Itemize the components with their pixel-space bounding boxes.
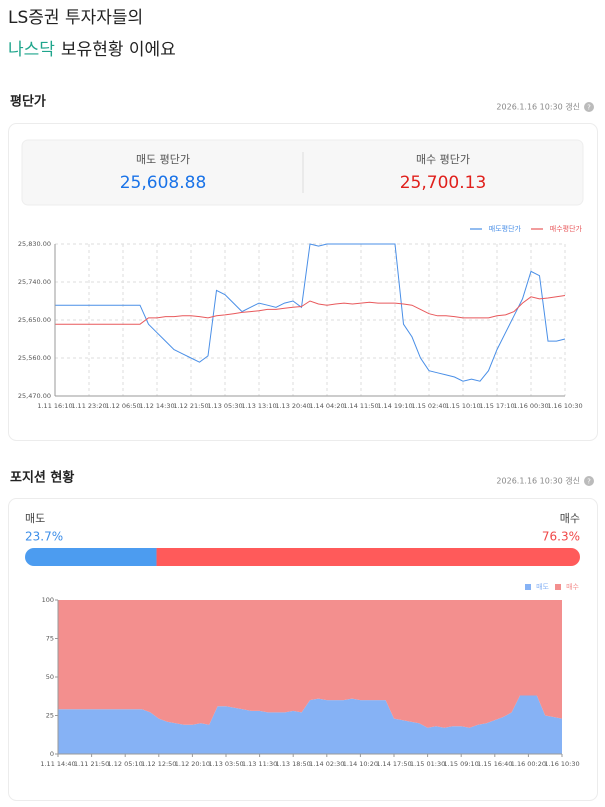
buy-avg-value: 25,700.13	[400, 173, 487, 193]
x-tick-label: 1.12 20:10	[175, 760, 210, 768]
x-tick-label: 1.11 21:50	[74, 760, 109, 768]
y-tick-label: 0	[50, 750, 54, 758]
y-tick-label: 50	[46, 673, 54, 681]
x-tick-label: 1.13 18:50	[276, 760, 311, 768]
x-tick-label: 1.16 00:20	[511, 760, 546, 768]
x-tick-label: 1.16 00:30	[513, 402, 548, 410]
x-tick-label: 1.16 10:30	[547, 402, 582, 410]
legend-label: 매수평단가	[550, 224, 583, 233]
x-tick-label: 1.11 23:20	[71, 402, 106, 410]
legend-marker	[555, 584, 561, 590]
y-tick-label: 25	[46, 712, 54, 720]
x-tick-label: 1.14 17:50	[376, 760, 411, 768]
updated-time: 2026.1.16 10:30 갱신	[496, 102, 580, 112]
buy-percent: 76.3%	[542, 530, 580, 544]
x-tick-label: 1.16 10:30	[544, 760, 579, 768]
series-line	[55, 243, 566, 382]
x-tick-label: 1.12 21:50	[173, 402, 208, 410]
subtitle-rest: 보유현황 이에요	[61, 40, 176, 60]
x-tick-label: 1.13 20:40	[275, 402, 310, 410]
x-tick-label: 1.13 05:30	[207, 402, 242, 410]
buy-bar	[156, 548, 580, 566]
y-tick-label: 100	[42, 596, 54, 604]
sell-percent: 23.7%	[25, 530, 63, 544]
sell-avg-value: 25,608.88	[120, 173, 207, 193]
y-tick-label: 25,560.00	[18, 354, 51, 362]
x-tick-label: 1.15 10:10	[445, 402, 480, 410]
x-tick-label: 1.12 06:50	[105, 402, 140, 410]
page-title: LS증권 투자자들의	[8, 8, 143, 28]
x-tick-label: 1.14 11:50	[343, 402, 378, 410]
x-tick-label: 1.14 19:10	[377, 402, 412, 410]
section-title: 포지션 현황	[10, 470, 74, 486]
series-area	[58, 695, 562, 754]
updated-time: 2026.1.16 10:30 갱신	[496, 476, 580, 486]
x-tick-label: 1.15 09:10	[444, 760, 479, 768]
position-bar	[25, 548, 580, 566]
x-tick-label: 1.12 14:30	[139, 402, 174, 410]
help-icon[interactable]	[584, 476, 594, 486]
x-tick-label: 1.15 17:10	[479, 402, 514, 410]
legend-label: 매도	[536, 583, 549, 591]
x-tick-label: 1.14 10:20	[343, 760, 378, 768]
page-subtitle: 나스닥 보유현황 이에요	[8, 40, 176, 60]
x-tick-label: 1.13 03:50	[208, 760, 243, 768]
x-tick-label: 1.14 02:30	[309, 760, 344, 768]
y-tick-label: 75	[46, 635, 54, 643]
section-title: 평단가	[10, 94, 46, 110]
y-tick-label: 25,830.00	[18, 240, 51, 248]
highlight: 나스닥	[8, 40, 55, 60]
legend-label: 매수	[566, 583, 579, 591]
x-tick-label: 1.15 16:40	[477, 760, 512, 768]
y-tick-label: 25,650.00	[18, 316, 51, 324]
x-tick-label: 1.13 13:10	[241, 402, 276, 410]
y-tick-label: 25,470.00	[18, 392, 51, 400]
legend-label: 매도평단가	[489, 224, 522, 233]
x-tick-label: 1.11 14:40	[40, 760, 75, 768]
y-tick-label: 25,740.00	[18, 278, 51, 286]
help-icon-text[interactable]: ?	[587, 478, 591, 486]
x-tick-label: 1.13 11:30	[242, 760, 277, 768]
x-tick-label: 1.14 04:20	[309, 402, 344, 410]
sell-avg-label: 매도 평단가	[136, 153, 190, 166]
x-tick-label: 1.15 02:40	[411, 402, 446, 410]
x-tick-label: 1.11 16:10	[37, 402, 72, 410]
x-tick-label: 1.12 12:50	[141, 760, 176, 768]
sell-bar	[25, 548, 157, 566]
series-area	[58, 600, 562, 728]
help-icon[interactable]	[584, 102, 594, 112]
help-icon-text[interactable]: ?	[587, 104, 591, 112]
sell-label: 매도	[25, 512, 45, 525]
x-tick-label: 1.12 05:10	[108, 760, 143, 768]
x-tick-label: 1.15 01:30	[410, 760, 445, 768]
buy-avg-label: 매수 평단가	[416, 153, 470, 166]
buy-label: 매수	[560, 512, 580, 525]
series-line	[55, 295, 566, 325]
legend-marker	[525, 584, 531, 590]
